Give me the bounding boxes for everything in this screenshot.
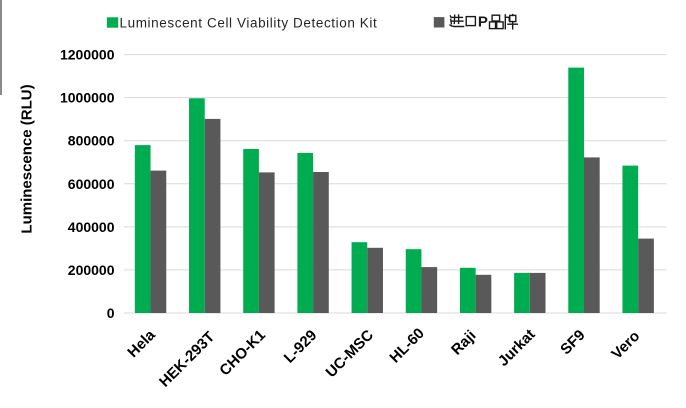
svg-text:P: P <box>478 13 488 30</box>
svg-text:600000: 600000 <box>68 176 115 192</box>
svg-text:400000: 400000 <box>68 219 115 235</box>
svg-text:800000: 800000 <box>68 133 115 149</box>
svg-text:Luminescent Cell Viability Det: Luminescent Cell Viability Detection Kit <box>120 15 378 30</box>
svg-text:1000000: 1000000 <box>60 90 115 106</box>
svg-text:0: 0 <box>107 305 115 321</box>
svg-text:200000: 200000 <box>68 262 115 278</box>
svg-text:1200000: 1200000 <box>60 47 115 63</box>
svg-text:Luminescence (RLU): Luminescence (RLU) <box>18 84 35 233</box>
